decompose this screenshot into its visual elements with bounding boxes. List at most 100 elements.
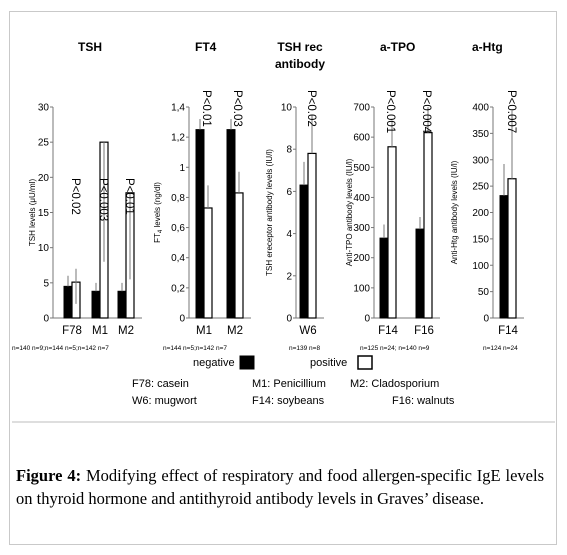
y-tick-label: 6 bbox=[286, 187, 292, 198]
y-tick-label: 8 bbox=[286, 145, 292, 156]
tshrec-panel: 0 2 4 6 8 10 TSH ereceptor antibody levels (IU… bbox=[265, 90, 324, 352]
sample-size-label: n=124 n=24 bbox=[483, 345, 518, 352]
caption-text: Modifying effect of respiratory and food… bbox=[16, 466, 544, 508]
bar-positive bbox=[203, 207, 213, 319]
allergen-m1: M1: Penicillium bbox=[252, 378, 326, 390]
ft4-panel: 0 0,2 0,4 0,6 0,8 1 1,2 1,4 FT4 levels (ng/dl) M1… bbox=[153, 90, 251, 352]
y-tick-label: 1,2 bbox=[171, 133, 185, 144]
y-tick-label: 600 bbox=[353, 133, 370, 144]
bar-negative bbox=[195, 129, 205, 319]
category-label: M2 bbox=[227, 325, 243, 337]
y-axis-title: Anti-TPO antibody levels (IU/l) bbox=[345, 158, 354, 266]
tsh-panel: 0 5 10 15 20 25 30 TSH levels (μU/ml) F78 P<0.02 M… bbox=[12, 103, 142, 352]
y-tick-label: 100 bbox=[472, 261, 489, 272]
y-tick-label: 700 bbox=[353, 103, 370, 114]
y-tick-label: 250 bbox=[472, 182, 489, 193]
category-label: W6 bbox=[299, 325, 316, 337]
y-tick-label: 0,4 bbox=[171, 253, 185, 264]
p-value-annotation: P<0.007 bbox=[505, 90, 517, 133]
sample-size-label: n=140 n=9;n=144 n=5;n=142 n=7 bbox=[12, 345, 109, 352]
category-label: F78 bbox=[62, 325, 82, 337]
y-tick-label: 4 bbox=[286, 229, 292, 240]
y-tick-label: 30 bbox=[38, 103, 50, 114]
bar-positive bbox=[234, 192, 244, 319]
tsh-title: TSH bbox=[78, 40, 102, 54]
bar-positive bbox=[423, 132, 433, 319]
y-tick-label: 10 bbox=[38, 243, 50, 254]
bar-negative bbox=[117, 290, 127, 319]
category-label: M1 bbox=[196, 325, 212, 337]
category-label: F16 bbox=[414, 325, 434, 337]
y-tick-label: 10 bbox=[281, 103, 293, 114]
y-tick-label: 0 bbox=[43, 314, 49, 325]
y-tick-label: 5 bbox=[43, 278, 49, 289]
category-label: F14 bbox=[378, 325, 398, 337]
y-tick-label: 0,6 bbox=[171, 223, 185, 234]
y-tick-label: 200 bbox=[353, 253, 370, 264]
y-tick-label: 350 bbox=[472, 129, 489, 140]
y-tick-label: 300 bbox=[353, 223, 370, 234]
y-tick-label: 150 bbox=[472, 234, 489, 245]
y-tick-label: 500 bbox=[353, 163, 370, 174]
figure-caption: Figure 4: Modifying effect of respirator… bbox=[16, 464, 544, 510]
bar-positive bbox=[507, 178, 517, 319]
p-value-annotation: P<0.004 bbox=[420, 90, 432, 134]
y-axis-title: TSH ereceptor antibody levels (IU/l) bbox=[265, 149, 274, 276]
y-tick-label: 300 bbox=[472, 155, 489, 166]
p-value-annotation: P<0.02 bbox=[69, 178, 81, 215]
legend-positive-swatch bbox=[357, 355, 373, 370]
category-label: M1 bbox=[92, 325, 108, 337]
legend-negative-label: negative bbox=[193, 357, 235, 369]
bar-negative bbox=[63, 285, 73, 319]
allergen-m2: M2: Cladosporium bbox=[350, 378, 439, 390]
p-value-annotation: P<0.02 bbox=[305, 90, 317, 127]
ahtg-title: a-Htg bbox=[472, 40, 503, 54]
legend-negative-swatch bbox=[239, 355, 255, 370]
y-tick-label: 0 bbox=[286, 314, 292, 325]
y-tick-label: 0,8 bbox=[171, 193, 185, 204]
bar-negative bbox=[499, 195, 509, 319]
y-tick-label: 15 bbox=[38, 208, 50, 219]
tshrec-title: TSH rec antibody bbox=[275, 40, 325, 71]
p-value-annotation: P<0.01 bbox=[200, 90, 212, 127]
y-tick-label: 50 bbox=[478, 287, 490, 298]
allergen-f78: F78: casein bbox=[132, 378, 189, 390]
bar-negative bbox=[91, 290, 101, 319]
y-tick-label: 200 bbox=[472, 208, 489, 219]
allergen-f14: F14: soybeans bbox=[252, 395, 325, 407]
y-tick-label: 1,4 bbox=[171, 103, 185, 114]
sample-size-label: n=125 n=24; n=140 n=9 bbox=[360, 345, 430, 352]
caption-label: Figure 4: bbox=[16, 466, 82, 485]
allergen-f16: F16: walnuts bbox=[392, 395, 455, 407]
y-tick-label: 20 bbox=[38, 173, 50, 184]
p-value-annotation: P<0.001 bbox=[384, 90, 396, 133]
legend-positive-label: positive bbox=[310, 357, 347, 369]
allergen-w6: W6: mugwort bbox=[132, 395, 197, 407]
y-tick-label: 0 bbox=[179, 314, 185, 325]
bar-positive bbox=[387, 146, 397, 319]
p-value-annotation: P<0.03 bbox=[231, 90, 243, 127]
p-value-annotation: P<0.003 bbox=[97, 178, 109, 221]
y-axis-title: FT4 levels (ng/dl) bbox=[153, 182, 164, 243]
sample-size-label: n=139 n=8 bbox=[289, 345, 320, 352]
y-tick-label: 25 bbox=[38, 138, 50, 149]
y-axis-title: Anti-Htg antibody levels (IU/l) bbox=[450, 160, 459, 264]
category-label: M2 bbox=[118, 325, 134, 337]
p-value-annotation: P<0.01 bbox=[123, 178, 135, 215]
y-tick-label: 400 bbox=[472, 103, 489, 114]
ahtg-panel: 0 50 100 150 200 250 300 350 400 Anti-Htg antibod… bbox=[450, 90, 524, 352]
bar-positive bbox=[307, 152, 317, 319]
category-label: F14 bbox=[498, 325, 518, 337]
y-tick-label: 0,2 bbox=[171, 283, 185, 294]
sample-size-label: n=144 n=5;n=142 n=7 bbox=[163, 345, 227, 352]
y-axis-title: TSH levels (μU/ml) bbox=[28, 179, 37, 247]
bar-negative bbox=[226, 129, 236, 319]
bar-negative bbox=[299, 184, 309, 319]
y-tick-label: 0 bbox=[364, 314, 370, 325]
bar-negative bbox=[415, 228, 425, 319]
y-tick-label: 0 bbox=[483, 314, 489, 325]
bar-negative bbox=[379, 237, 389, 319]
y-tick-label: 100 bbox=[353, 283, 370, 294]
y-tick-label: 2 bbox=[286, 271, 292, 282]
